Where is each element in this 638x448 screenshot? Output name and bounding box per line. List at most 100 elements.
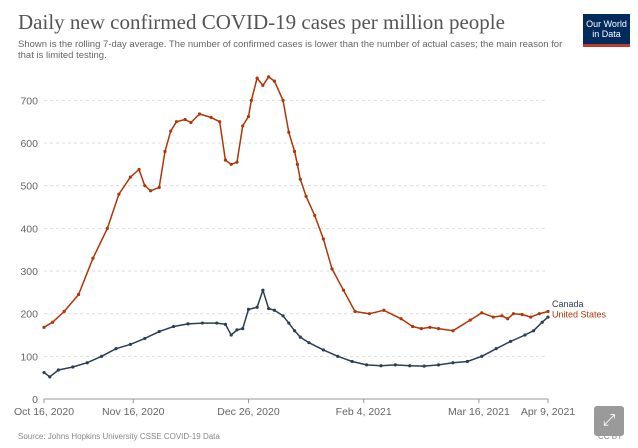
data-point-united-states[interactable] [292, 149, 297, 154]
data-point-united-states[interactable] [267, 75, 271, 79]
data-point-united-states[interactable] [500, 314, 504, 318]
data-point-canada[interactable] [42, 370, 46, 375]
data-point-united-states[interactable] [137, 167, 141, 172]
data-point-canada[interactable] [408, 364, 412, 368]
data-point-united-states[interactable] [189, 120, 193, 125]
legend-label-united-states[interactable]: United States [552, 310, 607, 320]
data-point-united-states[interactable] [148, 189, 153, 193]
data-point-united-states[interactable] [174, 120, 179, 124]
data-point-canada[interactable] [480, 354, 484, 358]
data-point-canada[interactable] [298, 335, 302, 339]
data-point-united-states[interactable] [62, 309, 66, 314]
data-point-united-states[interactable] [105, 226, 109, 230]
data-point-united-states[interactable] [382, 308, 386, 312]
data-point-canada[interactable] [508, 339, 513, 343]
data-point-united-states[interactable] [183, 117, 187, 122]
data-point-united-states[interactable] [491, 315, 495, 319]
data-point-canada[interactable] [336, 354, 340, 358]
data-point-canada[interactable] [451, 361, 455, 365]
data-point-united-states[interactable] [511, 312, 516, 316]
data-point-canada[interactable] [128, 342, 132, 346]
data-point-canada[interactable] [100, 354, 104, 358]
data-point-united-states[interactable] [246, 114, 251, 119]
data-point-united-states[interactable] [91, 256, 95, 260]
data-point-united-states[interactable] [428, 325, 432, 329]
data-point-united-states[interactable] [537, 312, 541, 316]
data-point-united-states[interactable] [218, 120, 222, 124]
data-point-united-states[interactable] [143, 184, 147, 188]
data-point-united-states[interactable] [436, 327, 441, 331]
data-point-canada[interactable] [532, 329, 536, 333]
data-point-canada[interactable] [379, 364, 383, 368]
data-point-united-states[interactable] [287, 130, 291, 134]
data-point-canada[interactable] [494, 347, 498, 351]
data-point-united-states[interactable] [321, 237, 325, 241]
data-point-canada[interactable] [71, 365, 75, 369]
data-point-canada[interactable] [307, 341, 311, 345]
data-point-united-states[interactable] [157, 185, 161, 189]
data-point-canada[interactable] [200, 321, 204, 325]
data-point-united-states[interactable] [249, 98, 253, 102]
data-point-united-states[interactable] [76, 292, 81, 297]
data-point-canada[interactable] [287, 321, 291, 325]
data-point-canada[interactable] [255, 305, 259, 309]
data-point-united-states[interactable] [304, 194, 308, 198]
data-point-canada[interactable] [85, 361, 89, 365]
data-point-canada[interactable] [540, 320, 544, 324]
data-point-united-states[interactable] [229, 162, 233, 166]
owid-logo[interactable]: Our World in Data [583, 14, 630, 47]
data-point-canada[interactable] [364, 363, 369, 367]
data-point-united-states[interactable] [281, 98, 285, 102]
data-point-canada[interactable] [114, 347, 118, 351]
data-point-canada[interactable] [546, 315, 550, 319]
data-point-canada[interactable] [465, 359, 469, 364]
data-point-canada[interactable] [143, 336, 147, 341]
data-point-canada[interactable] [422, 364, 426, 368]
data-point-canada[interactable] [235, 328, 239, 332]
data-point-canada[interactable] [321, 348, 325, 352]
data-point-united-states[interactable] [341, 288, 346, 292]
data-point-canada[interactable] [436, 363, 441, 367]
data-point-canada[interactable] [246, 307, 251, 311]
data-point-canada[interactable] [350, 359, 354, 364]
data-point-united-states[interactable] [506, 317, 510, 321]
data-point-united-states[interactable] [209, 115, 213, 119]
legend-label-canada[interactable]: Canada [552, 299, 584, 309]
series-line-canada[interactable] [43, 289, 549, 378]
data-point-united-states[interactable] [42, 325, 46, 329]
data-point-united-states[interactable] [241, 124, 245, 128]
data-point-canada[interactable] [241, 327, 245, 331]
data-point-united-states[interactable] [313, 213, 317, 218]
data-point-canada[interactable] [267, 306, 271, 311]
data-point-united-states[interactable] [197, 112, 202, 116]
data-point-united-states[interactable] [399, 317, 403, 321]
data-point-united-states[interactable] [272, 79, 276, 83]
data-point-united-states[interactable] [169, 129, 173, 133]
data-point-canada[interactable] [157, 329, 161, 334]
data-point-united-states[interactable] [419, 327, 423, 331]
data-point-canada[interactable] [272, 308, 276, 312]
data-point-canada[interactable] [281, 314, 285, 318]
series-line-united-states[interactable] [43, 76, 549, 332]
data-point-united-states[interactable] [529, 315, 533, 319]
data-point-united-states[interactable] [480, 311, 484, 315]
data-point-canada[interactable] [229, 333, 233, 337]
data-point-canada[interactable] [393, 363, 397, 367]
data-point-united-states[interactable] [411, 324, 415, 329]
data-point-canada[interactable] [186, 322, 190, 326]
data-point-canada[interactable] [172, 324, 176, 329]
data-point-united-states[interactable] [128, 175, 132, 179]
data-point-united-states[interactable] [298, 177, 302, 181]
expand-arrows-icon[interactable]: ⤢ [594, 406, 624, 436]
data-point-united-states[interactable] [468, 318, 472, 322]
license-label[interactable]: CC BY [598, 432, 623, 441]
data-point-united-states[interactable] [367, 312, 372, 316]
data-point-united-states[interactable] [295, 162, 300, 166]
data-point-canada[interactable] [223, 322, 228, 326]
data-point-canada[interactable] [523, 333, 527, 337]
data-point-united-states[interactable] [117, 192, 121, 196]
data-point-united-states[interactable] [223, 158, 228, 162]
data-point-united-states[interactable] [353, 309, 357, 314]
data-point-united-states[interactable] [520, 312, 524, 317]
data-point-united-states[interactable] [51, 320, 55, 324]
